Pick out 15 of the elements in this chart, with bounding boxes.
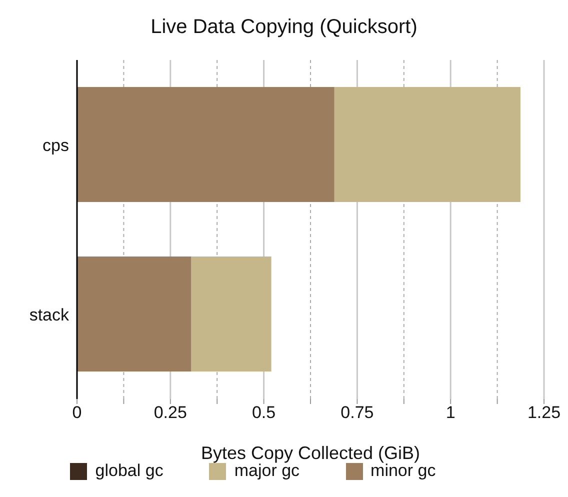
x-tick-label: 0.25: [154, 403, 187, 422]
chart-title: Live Data Copying (Quicksort): [150, 15, 418, 40]
bar: [334, 87, 520, 202]
x-tick-label: 1.25: [527, 403, 561, 422]
x-tick-label: 0.5: [252, 403, 276, 422]
bar: [77, 87, 334, 202]
y-tick-label: stack: [29, 305, 70, 324]
x-tick-label: 0.75: [340, 403, 374, 422]
bar: [77, 256, 192, 372]
bar: [191, 256, 272, 372]
x-axis-title: Bytes Copy Collected (GiB): [200, 443, 420, 463]
y-tick-label: cps: [42, 136, 69, 155]
x-tick-label: 1: [446, 403, 456, 422]
legend-label: global gc: [95, 461, 164, 480]
x-tick-label: 0: [72, 403, 82, 422]
